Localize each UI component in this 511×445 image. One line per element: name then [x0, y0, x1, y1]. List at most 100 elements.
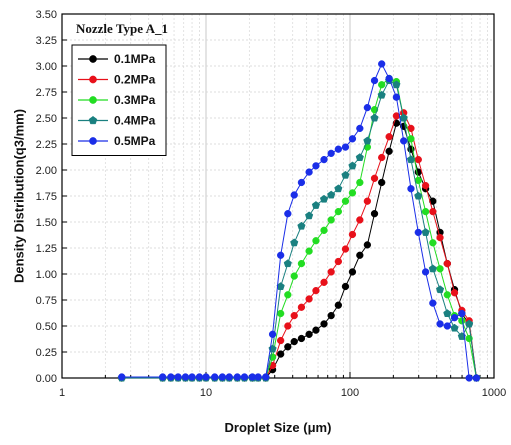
- data-point: [436, 320, 444, 328]
- data-point: [348, 230, 357, 239]
- y-axis-tick-labels: 0.00 0.25 0.50 0.75 1.00 1.25 1.50 1.75 2.00 2.25…: [36, 9, 57, 385]
- data-point: [421, 181, 430, 190]
- data-point: [385, 74, 393, 83]
- data-point: [283, 259, 292, 268]
- data-point: [341, 245, 350, 253]
- y-tick-label: 0.50: [36, 321, 57, 333]
- data-point: [118, 373, 126, 381]
- data-point: [284, 343, 292, 351]
- data-point: [327, 268, 335, 276]
- chart-title: Nozzle Type A_1: [76, 21, 168, 36]
- data-point: [465, 374, 473, 382]
- data-point: [297, 303, 306, 311]
- legend-marker: [89, 137, 97, 145]
- data-point: [311, 201, 321, 209]
- y-tick-label: 1.25: [36, 243, 57, 255]
- data-point: [312, 286, 320, 295]
- data-point: [392, 80, 401, 89]
- y-tick-label: 0.25: [36, 347, 57, 359]
- data-point: [450, 323, 459, 332]
- data-point: [305, 247, 313, 255]
- data-point: [370, 76, 379, 85]
- data-point: [290, 238, 299, 247]
- data-point: [429, 239, 437, 247]
- data-point: [465, 319, 474, 328]
- data-point: [443, 291, 451, 299]
- data-point: [363, 241, 372, 249]
- data-point: [436, 265, 444, 273]
- data-point: [297, 221, 306, 230]
- y-tick-label: 3.00: [36, 61, 57, 73]
- data-point: [378, 178, 386, 187]
- series-0.1MPa: [118, 119, 481, 382]
- data-point: [421, 207, 430, 216]
- legend-label: 0.3MPa: [114, 93, 156, 107]
- data-point: [414, 228, 422, 237]
- data-point: [334, 145, 342, 153]
- x-axis-tick-labels: 1 10 100 1000: [59, 387, 506, 399]
- legend-label: 0.4MPa: [114, 114, 156, 128]
- data-point: [284, 291, 292, 299]
- data-point: [363, 103, 372, 112]
- data-point: [348, 189, 357, 197]
- y-tick-label: 1.50: [36, 217, 57, 229]
- data-point: [290, 337, 298, 346]
- data-point: [378, 153, 386, 162]
- data-point: [341, 282, 350, 291]
- data-point: [327, 149, 335, 158]
- data-point: [254, 373, 262, 381]
- data-point: [370, 174, 379, 182]
- data-point: [356, 251, 364, 259]
- x-tick-label: 1: [59, 387, 65, 399]
- data-point: [400, 137, 408, 145]
- data-point: [240, 373, 249, 381]
- data-point: [399, 113, 408, 122]
- data-point: [159, 373, 167, 381]
- data-point: [334, 257, 342, 266]
- data-point: [290, 272, 298, 280]
- data-point: [355, 153, 364, 162]
- data-point: [327, 216, 335, 224]
- data-point: [443, 322, 451, 330]
- data-point: [202, 373, 210, 381]
- y-tick-label: 2.25: [36, 139, 57, 151]
- data-point: [443, 259, 451, 268]
- data-point: [320, 155, 328, 164]
- data-point: [407, 135, 415, 143]
- data-point: [174, 373, 182, 381]
- data-point: [305, 295, 313, 303]
- legend-marker: [89, 55, 97, 63]
- data-point: [435, 285, 445, 294]
- data-point: [472, 374, 481, 382]
- data-point: [356, 216, 364, 224]
- data-point: [327, 190, 336, 199]
- data-point: [436, 233, 444, 242]
- legend-marker: [88, 115, 98, 125]
- data-point: [320, 278, 328, 286]
- data-point: [233, 373, 241, 381]
- y-tick-label: 1.00: [36, 269, 57, 281]
- data-point: [450, 314, 459, 322]
- y-tick-label: 2.00: [36, 165, 57, 177]
- data-point: [341, 197, 350, 205]
- y-tick-label: 2.50: [36, 113, 57, 125]
- x-tick-label: 1000: [482, 387, 506, 399]
- data-point: [319, 194, 329, 203]
- data-point: [297, 334, 306, 343]
- data-point: [305, 330, 313, 338]
- data-point: [297, 259, 306, 268]
- y-tick-label: 3.25: [36, 35, 57, 47]
- data-point: [421, 228, 430, 236]
- data-point: [334, 301, 342, 309]
- data-point: [277, 309, 285, 318]
- legend-item: 0.1MPa: [78, 52, 156, 66]
- legend-label: 0.2MPa: [114, 73, 156, 87]
- data-point: [188, 373, 196, 381]
- data-point: [225, 373, 233, 381]
- data-point: [284, 210, 292, 218]
- data-point: [305, 211, 314, 220]
- data-point: [348, 135, 357, 143]
- data-point: [334, 207, 342, 216]
